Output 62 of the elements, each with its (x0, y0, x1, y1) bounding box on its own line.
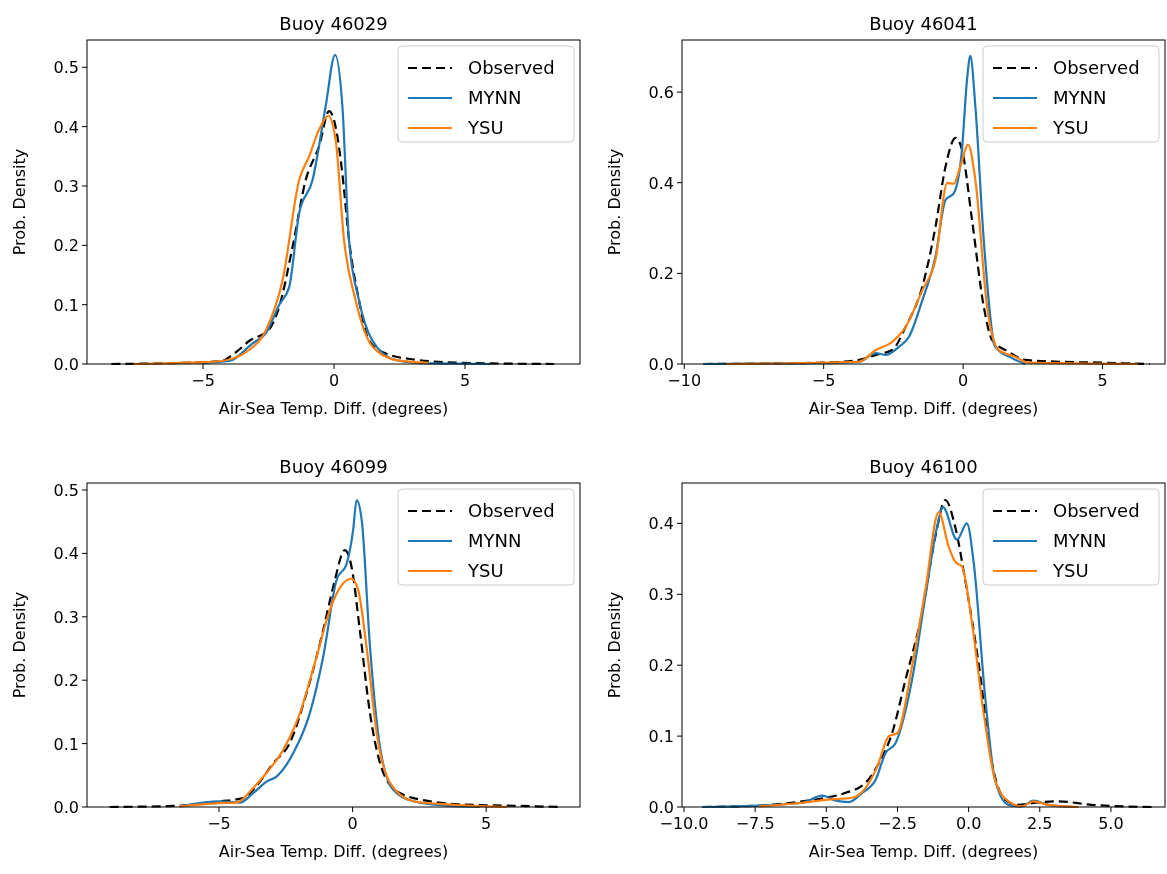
x-tick-label: 0 (958, 371, 969, 390)
legend-label: YSU (1052, 117, 1089, 138)
x-tick-label: 5 (481, 814, 492, 833)
y-tick-label: 0.1 (648, 727, 674, 747)
x-tick-label: −5.0 (806, 814, 846, 833)
chart-title: Buoy 46029 (279, 13, 388, 34)
y-tick-label: 0.1 (53, 295, 79, 315)
legend-label: Observed (1053, 500, 1140, 521)
x-tick-label: 2.5 (1027, 814, 1053, 833)
y-tick-label: 0.5 (53, 58, 79, 78)
legend-label: Observed (1053, 57, 1140, 78)
legend-label: MYNN (1053, 530, 1107, 551)
legend-label: MYNN (468, 87, 522, 108)
x-tick-label: −5 (811, 371, 836, 390)
x-tick-label: −2.5 (878, 814, 917, 833)
y-axis-title: Prob. Density (605, 148, 624, 256)
y-tick-label: 0.3 (648, 585, 674, 605)
y-tick-label: 0.2 (53, 236, 79, 256)
y-axis-title: Prob. Density (10, 148, 29, 256)
x-tick-label: −5 (191, 371, 215, 390)
y-tick-label: 0.3 (53, 176, 79, 196)
legend-label: YSU (467, 117, 504, 138)
y-axis-title: Prob. Density (10, 591, 29, 699)
x-tick-label: −10.0 (659, 814, 709, 833)
chart-title: Buoy 46099 (279, 456, 388, 477)
x-tick-label: 0 (347, 814, 358, 833)
y-tick-label: 0.2 (648, 656, 674, 676)
x-tick-label: 0.0 (955, 814, 982, 833)
y-tick-label: 0.4 (53, 544, 79, 564)
legend-label: Observed (468, 500, 555, 521)
legend-label: YSU (1052, 560, 1089, 581)
legend-label: Observed (468, 57, 555, 78)
legend-label: MYNN (468, 530, 522, 551)
legend-label: MYNN (1053, 87, 1107, 108)
chart-title: Buoy 46100 (869, 456, 978, 477)
y-tick-label: 0.2 (53, 671, 79, 691)
y-tick-label: 0.6 (648, 83, 674, 103)
x-tick-label: 5.0 (1098, 814, 1124, 833)
x-tick-label: 0 (328, 371, 340, 390)
x-axis-title: Air-Sea Temp. Diff. (degrees) (218, 399, 449, 418)
y-tick-label: 0.3 (53, 607, 79, 627)
x-tick-label: 5 (1097, 371, 1108, 390)
y-tick-label: 0.0 (648, 355, 674, 374)
y-axis-title: Prob. Density (605, 591, 624, 699)
y-tick-label: 0.0 (53, 798, 79, 817)
x-tick-label: 5 (459, 371, 471, 390)
x-axis-title: Air-Sea Temp. Diff. (degrees) (218, 842, 449, 861)
chart-title: Buoy 46041 (869, 13, 978, 34)
x-tick-label: −5 (207, 814, 231, 833)
y-tick-label: 0.4 (648, 514, 674, 534)
x-axis-title: Air-Sea Temp. Diff. (degrees) (808, 399, 1039, 418)
y-tick-label: 0.0 (53, 355, 79, 374)
legend-label: YSU (467, 560, 504, 581)
y-tick-label: 0.4 (648, 173, 674, 193)
y-tick-label: 0.5 (53, 480, 79, 500)
x-tick-label: −7.5 (735, 814, 775, 833)
y-tick-label: 0.1 (53, 734, 79, 754)
y-tick-label: 0.4 (53, 117, 79, 137)
y-tick-label: 0.0 (648, 798, 674, 817)
y-tick-label: 0.2 (648, 264, 674, 284)
x-tick-label: −10 (667, 371, 702, 390)
x-axis-title: Air-Sea Temp. Diff. (degrees) (808, 842, 1039, 861)
